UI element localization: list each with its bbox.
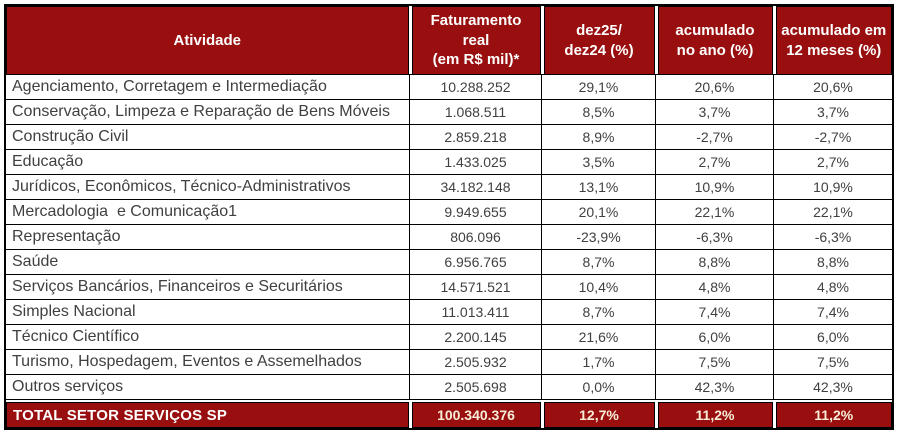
total-acumulado-ano: 11,2% bbox=[657, 402, 773, 428]
value-cell: 3,7% bbox=[656, 100, 774, 125]
services-sector-table: Atividade Faturamento real (em R$ mil)* … bbox=[4, 4, 894, 430]
value-cell: -2,7% bbox=[774, 125, 892, 150]
column-header-acumulado-12m: acumulado em 12 meses (%) bbox=[775, 6, 892, 74]
value-cell: 20,1% bbox=[542, 200, 656, 225]
table-row: Conservação, Limpeza e Reparação de Bens… bbox=[6, 100, 892, 125]
value-cell: 7,5% bbox=[774, 350, 892, 375]
value-cell: 2.505.698 bbox=[410, 375, 542, 400]
table-row: Turismo, Hospedagem, Eventos e Assemelha… bbox=[6, 350, 892, 375]
value-cell: 10,9% bbox=[774, 175, 892, 200]
activity-cell: Saúde bbox=[6, 250, 410, 275]
table-row: Simples Nacional 11.013.411 8,7% 7,4% 7,4% bbox=[6, 300, 892, 325]
value-cell: 21,6% bbox=[542, 325, 656, 350]
total-faturamento: 100.340.376 bbox=[411, 402, 541, 428]
value-cell: 8,7% bbox=[542, 300, 656, 325]
column-header-acumulado-ano: acumulado no ano (%) bbox=[657, 6, 773, 74]
value-cell: 7,4% bbox=[656, 300, 774, 325]
value-cell: 2.505.932 bbox=[410, 350, 542, 375]
table-row: Jurídicos, Econômicos, Técnico-Administr… bbox=[6, 175, 892, 200]
activity-cell: Jurídicos, Econômicos, Técnico-Administr… bbox=[6, 175, 410, 200]
value-cell: 20,6% bbox=[774, 75, 892, 100]
value-cell: 6,0% bbox=[774, 325, 892, 350]
value-cell: 1.068.511 bbox=[410, 100, 542, 125]
value-cell: 42,3% bbox=[656, 375, 774, 400]
activity-cell: Técnico Científico bbox=[6, 325, 410, 350]
value-cell: 22,1% bbox=[656, 200, 774, 225]
value-cell: 4,8% bbox=[656, 275, 774, 300]
value-cell: 4,8% bbox=[774, 275, 892, 300]
value-cell: 3,5% bbox=[542, 150, 656, 175]
value-cell: 8,8% bbox=[656, 250, 774, 275]
table-body: Agenciamento, Corretagem e Intermediação… bbox=[6, 74, 892, 400]
value-cell: -6,3% bbox=[774, 225, 892, 250]
value-cell: 2,7% bbox=[656, 150, 774, 175]
value-cell: 9.949.655 bbox=[410, 200, 542, 225]
value-cell: 3,7% bbox=[774, 100, 892, 125]
value-cell: -2,7% bbox=[656, 125, 774, 150]
value-cell: 0,0% bbox=[542, 375, 656, 400]
activity-cell: Educação bbox=[6, 150, 410, 175]
value-cell: -6,3% bbox=[656, 225, 774, 250]
table-row: Construção Civil 2.859.218 8,9% -2,7% -2,7% bbox=[6, 125, 892, 150]
value-cell: 8,9% bbox=[542, 125, 656, 150]
table-row: Mercadologia e Comunicação1 9.949.655 20,1… bbox=[6, 200, 892, 225]
value-cell: 10,4% bbox=[542, 275, 656, 300]
value-cell: 7,4% bbox=[774, 300, 892, 325]
activity-cell: Agenciamento, Corretagem e Intermediação bbox=[6, 75, 410, 100]
total-separator bbox=[6, 400, 892, 402]
value-cell: 14.571.521 bbox=[410, 275, 542, 300]
column-header-dez25-dez24: dez25/ dez24 (%) bbox=[543, 6, 655, 74]
table-header-row: Atividade Faturamento real (em R$ mil)* … bbox=[6, 6, 892, 74]
table-row: Serviços Bancários, Financeiros e Securi… bbox=[6, 275, 892, 300]
table-row: Saúde 6.956.765 8,7% 8,8% 8,8% bbox=[6, 250, 892, 275]
activity-cell: Serviços Bancários, Financeiros e Securi… bbox=[6, 275, 410, 300]
value-cell: 2.859.218 bbox=[410, 125, 542, 150]
activity-cell: Conservação, Limpeza e Reparação de Bens… bbox=[6, 100, 410, 125]
table-row: Agenciamento, Corretagem e Intermediação… bbox=[6, 75, 892, 100]
value-cell: 8,8% bbox=[774, 250, 892, 275]
value-cell: 34.182.148 bbox=[410, 175, 542, 200]
value-cell: 22,1% bbox=[774, 200, 892, 225]
value-cell: 10.288.252 bbox=[410, 75, 542, 100]
table-row: Outros serviços 2.505.698 0,0% 42,3% 42,3% bbox=[6, 375, 892, 400]
table-row: Representação 806.096 -23,9% -6,3% -6,3% bbox=[6, 225, 892, 250]
value-cell: 8,5% bbox=[542, 100, 656, 125]
table-row: Técnico Científico 2.200.145 21,6% 6,0% 6,0% bbox=[6, 325, 892, 350]
value-cell: 2.200.145 bbox=[410, 325, 542, 350]
activity-cell: Turismo, Hospedagem, Eventos e Assemelha… bbox=[6, 350, 410, 375]
activity-cell: Representação bbox=[6, 225, 410, 250]
value-cell: 42,3% bbox=[774, 375, 892, 400]
value-cell: 6,0% bbox=[656, 325, 774, 350]
value-cell: 29,1% bbox=[542, 75, 656, 100]
value-cell: 806.096 bbox=[410, 225, 542, 250]
total-label: TOTAL SETOR SERVIÇOS SP bbox=[6, 402, 409, 428]
value-cell: 7,5% bbox=[656, 350, 774, 375]
value-cell: 10,9% bbox=[656, 175, 774, 200]
activity-cell: Mercadologia e Comunicação1 bbox=[6, 200, 410, 225]
table-total-row: TOTAL SETOR SERVIÇOS SP 100.340.376 12,7… bbox=[6, 402, 892, 428]
activity-cell: Outros serviços bbox=[6, 375, 410, 400]
value-cell: 11.013.411 bbox=[410, 300, 542, 325]
value-cell: 1,7% bbox=[542, 350, 656, 375]
activity-cell: Construção Civil bbox=[6, 125, 410, 150]
value-cell: 8,7% bbox=[542, 250, 656, 275]
total-dez25-dez24: 12,7% bbox=[543, 402, 655, 428]
activity-cell: Simples Nacional bbox=[6, 300, 410, 325]
value-cell: 20,6% bbox=[656, 75, 774, 100]
column-header-atividade: Atividade bbox=[6, 6, 409, 74]
column-header-faturamento-real: Faturamento real (em R$ mil)* bbox=[411, 6, 541, 74]
value-cell: 13,1% bbox=[542, 175, 656, 200]
value-cell: 2,7% bbox=[774, 150, 892, 175]
total-acumulado-12m: 11,2% bbox=[775, 402, 892, 428]
table-row: Educação 1.433.025 3,5% 2,7% 2,7% bbox=[6, 150, 892, 175]
value-cell: -23,9% bbox=[542, 225, 656, 250]
value-cell: 1.433.025 bbox=[410, 150, 542, 175]
value-cell: 6.956.765 bbox=[410, 250, 542, 275]
